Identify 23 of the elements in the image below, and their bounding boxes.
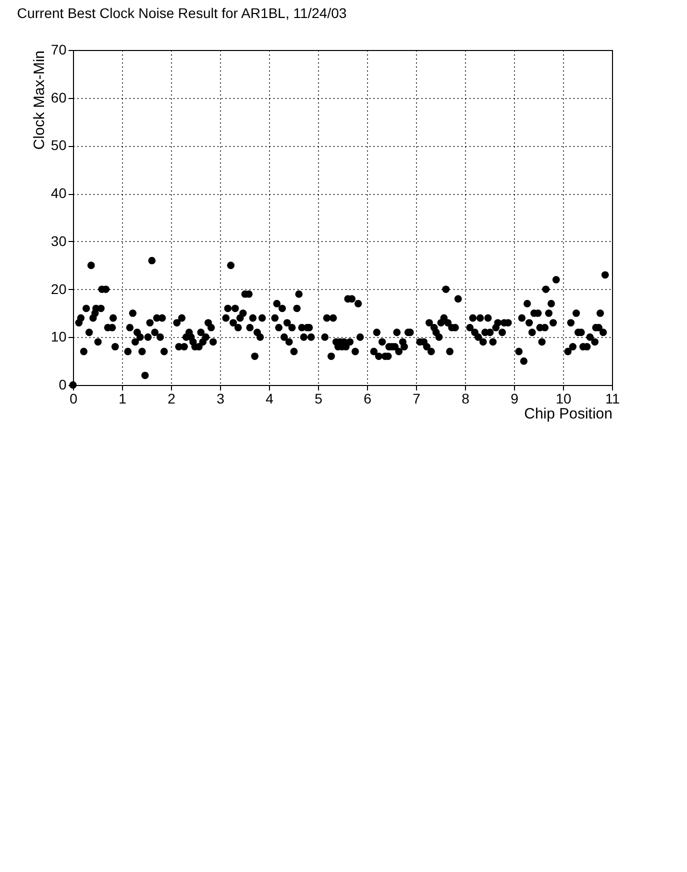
x-tick-label: 1 <box>118 390 127 406</box>
y-tick-label: 70 <box>50 42 67 58</box>
x-tick-label: 2 <box>168 390 176 406</box>
y-tick-label: 50 <box>50 137 67 154</box>
x-tick-label: 9 <box>510 390 519 406</box>
y-tick-label: 40 <box>50 185 67 202</box>
x-tick-label: 3 <box>216 390 225 406</box>
x-tick-label: 7 <box>412 390 421 406</box>
chart-title: Current Best Clock Noise Result for AR1BL, 11/24/03 <box>17 5 347 21</box>
y-axis-title: Clock Max-Min <box>30 50 48 150</box>
x-tick-label: 8 <box>462 390 470 406</box>
x-tick-label: 4 <box>266 390 274 406</box>
x-tick-label: 10 <box>556 390 572 406</box>
y-tick-label: 10 <box>50 328 67 345</box>
y-tick-label: 30 <box>50 232 67 249</box>
x-tick-label: 11 <box>605 390 620 406</box>
x-tick-label: 0 <box>70 390 78 406</box>
x-tick-label: 5 <box>314 390 323 406</box>
y-tick-label: 20 <box>50 280 67 297</box>
y-tick-label: 60 <box>50 89 67 106</box>
y-tick-label: 0 <box>58 376 67 392</box>
x-tick-label: 6 <box>364 390 372 406</box>
x-axis-title: Chip Position <box>524 406 612 422</box>
